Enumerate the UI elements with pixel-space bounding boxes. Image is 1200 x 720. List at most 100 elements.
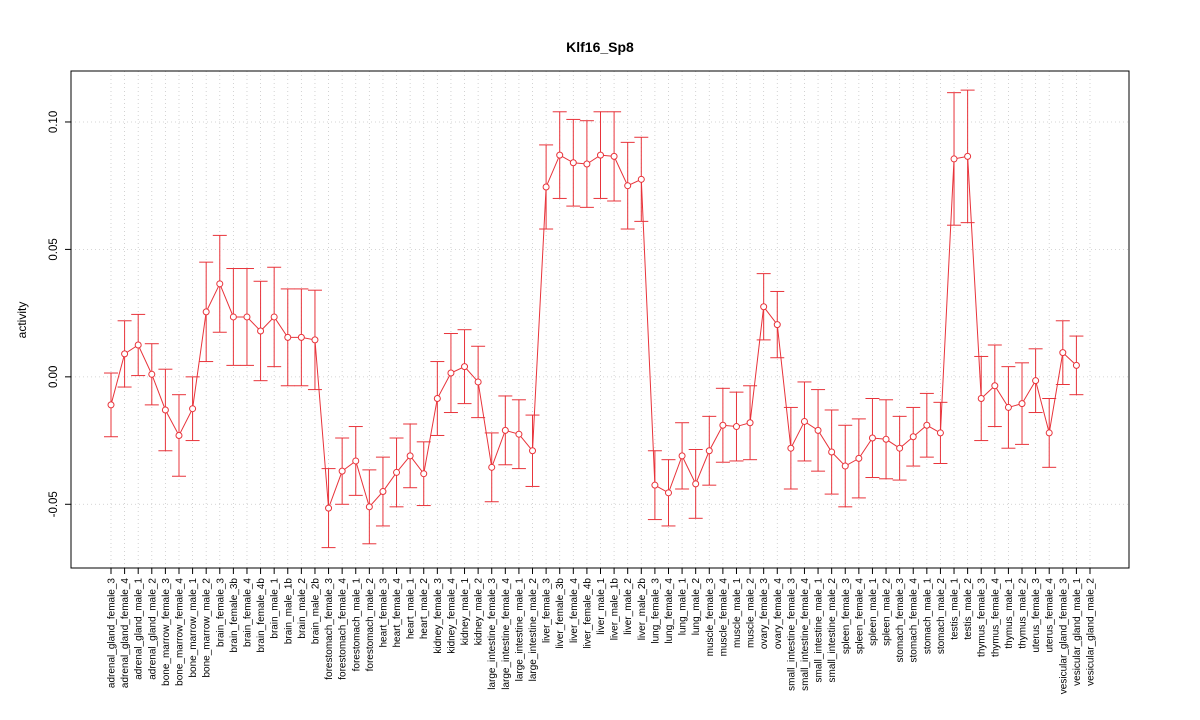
data-point <box>923 421 931 429</box>
data-point <box>257 327 265 335</box>
data-point <box>936 429 944 437</box>
data-point <box>529 447 537 455</box>
x-tick-label: spleen_female_3 <box>841 578 852 655</box>
x-tick-label: thymus_male_2 <box>1018 578 1029 649</box>
data-point <box>746 419 754 427</box>
data-point <box>977 395 985 403</box>
x-tick-label: kidney_male_2 <box>474 578 485 646</box>
data-point <box>243 313 251 321</box>
data-point <box>1032 377 1040 385</box>
x-tick-label: large_intestine_male_1 <box>514 578 525 682</box>
x-tick-label: heart_male_1 <box>406 578 417 640</box>
x-tick-label: uterus_female_3 <box>1031 578 1042 653</box>
x-tick-label: adrenal_gland_male_1 <box>134 578 145 680</box>
x-tick-label: small_intestine_female_3 <box>786 578 797 691</box>
data-point <box>583 160 591 168</box>
data-point <box>855 454 863 462</box>
data-point <box>896 444 904 452</box>
x-tick-label: uterus_female_4 <box>1045 578 1056 653</box>
x-tick-label: bone_marrow_female_4 <box>174 578 185 686</box>
x-tick-label: ovary_female_4 <box>773 578 784 650</box>
x-tick-label: thymus_female_3 <box>977 578 988 657</box>
data-point <box>134 341 142 349</box>
data-point <box>692 480 700 488</box>
x-tick-label: brain_male_1b <box>283 578 294 645</box>
data-point <box>311 336 319 344</box>
y-tick-label: 0.00 <box>48 366 60 388</box>
y-tick-label: 0.05 <box>48 238 60 260</box>
data-point <box>161 406 169 414</box>
x-tick-label: spleen_female_4 <box>854 578 865 655</box>
x-tick-label: thymus_female_4 <box>990 578 1001 657</box>
data-point <box>597 151 604 159</box>
x-tick-label: forestomach_female_3 <box>324 578 335 680</box>
x-tick-label: large_intestine_female_3 <box>487 578 498 690</box>
x-tick-label: brain_male_2 <box>297 578 308 639</box>
data-point <box>1059 349 1067 357</box>
data-point <box>420 470 428 478</box>
data-point <box>556 151 564 159</box>
data-point <box>406 452 414 460</box>
x-tick-label: forestomach_male_2 <box>365 578 376 672</box>
data-point <box>651 481 659 489</box>
x-tick-label: muscle_male_1 <box>732 578 743 648</box>
data-point <box>1018 400 1026 408</box>
data-point <box>950 155 958 163</box>
x-tick-label: brain_female_3 <box>215 578 226 647</box>
data-point <box>447 369 455 377</box>
x-tick-label: spleen_male_1 <box>868 578 879 646</box>
x-tick-label: muscle_female_4 <box>718 578 729 657</box>
x-tick-label: small_intestine_male_1 <box>814 578 825 683</box>
x-tick-label: liver_male_2 <box>623 578 634 635</box>
x-tick-label: large_intestine_male_2 <box>528 578 539 682</box>
data-point <box>637 175 645 183</box>
data-point <box>841 462 849 470</box>
x-tick-label: forestomach_female_4 <box>338 578 349 680</box>
x-tick-label: muscle_male_2 <box>746 578 757 648</box>
x-tick-label: brain_female_4b <box>256 578 267 653</box>
data-point <box>121 350 129 358</box>
data-point <box>379 488 387 496</box>
data-point <box>284 333 292 341</box>
x-tick-label: heart_male_2 <box>419 578 430 640</box>
x-tick-label: kidney_female_3 <box>433 578 444 654</box>
series-line-layer <box>110 154 1077 509</box>
x-tick-label: liver_female_3b <box>555 578 566 649</box>
data-point <box>393 468 401 476</box>
data-point <box>624 182 632 190</box>
y-axis: -0.05 0.00 0.05 0.10 <box>48 111 71 517</box>
data-point <box>365 503 373 511</box>
data-point <box>515 430 523 438</box>
x-tick-label: lung_female_4 <box>664 578 675 644</box>
x-tick-label: stomach_female_3 <box>895 578 906 663</box>
data-point <box>474 378 482 386</box>
x-tick-label: liver_male_2b <box>637 578 648 641</box>
data-point <box>270 313 278 321</box>
x-tick-label: stomach_male_1 <box>922 578 933 655</box>
data-point <box>882 435 890 443</box>
x-tick-label: lung_female_3 <box>650 578 661 644</box>
x-tick-label: bone_marrow_male_1 <box>188 578 199 678</box>
x-tick-label: adrenal_gland_female_3 <box>107 578 118 689</box>
x-tick-label: testis_male_2 <box>963 578 974 640</box>
y-tick-label: 0.10 <box>48 111 60 133</box>
x-tick-label: large_intestine_female_4 <box>501 578 512 690</box>
data-point <box>610 152 618 160</box>
data-point <box>787 444 795 452</box>
x-tick-label: thymus_male_1 <box>1004 578 1015 649</box>
data-point <box>1072 361 1080 369</box>
x-axis: adrenal_gland_female_3 adrenal_gland_fema… <box>107 568 1097 694</box>
data-point <box>542 183 550 191</box>
x-tick-label: brain_male_1 <box>270 578 281 639</box>
x-tick-label: liver_female_3 <box>542 578 553 643</box>
data-point <box>325 504 333 512</box>
x-tick-label: vesicular_gland_female_3 <box>1058 578 1069 695</box>
data-point <box>814 426 822 434</box>
data-point <box>678 452 686 460</box>
series-line <box>110 154 1077 509</box>
data-point <box>107 401 115 409</box>
error-bar-layer <box>104 89 1084 549</box>
data-point <box>1045 429 1053 437</box>
data-point <box>705 447 713 455</box>
